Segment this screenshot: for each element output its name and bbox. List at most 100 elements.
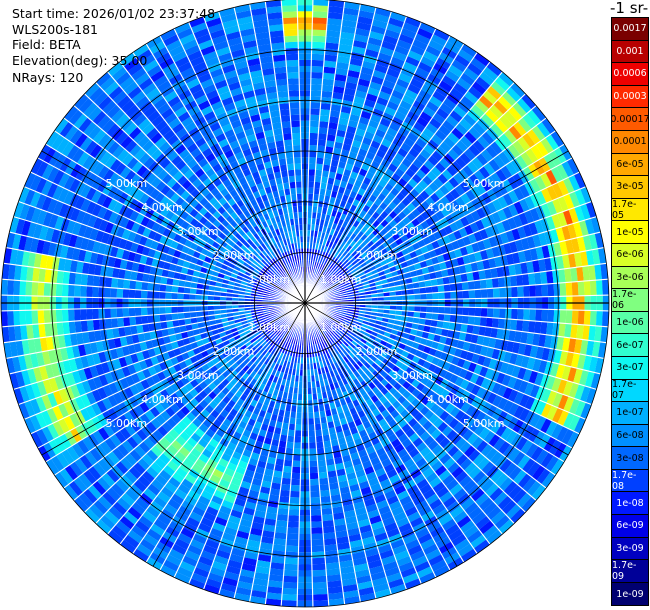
range-gate <box>342 321 349 327</box>
range-gate <box>379 46 395 57</box>
range-gate <box>471 436 484 450</box>
range-gate <box>319 489 331 497</box>
range-gate <box>541 471 556 489</box>
range-gate <box>401 172 412 183</box>
range-gate <box>472 122 486 136</box>
range-gate <box>520 262 529 275</box>
range-gate <box>323 195 331 203</box>
range-gate <box>453 229 463 241</box>
range-gate <box>135 315 143 326</box>
range-gate <box>396 39 413 51</box>
range-gate <box>536 121 551 138</box>
range-gate <box>585 249 595 266</box>
range-gate <box>483 162 496 176</box>
range-gate <box>595 310 603 327</box>
range-gate <box>430 278 438 287</box>
range-gate <box>365 297 372 302</box>
range-gate <box>355 334 363 341</box>
range-gate <box>492 394 503 408</box>
range-gate <box>480 307 488 318</box>
range-gate <box>459 349 469 360</box>
range-gate <box>348 321 356 327</box>
range-gate <box>292 460 301 468</box>
range-gate <box>352 220 361 228</box>
range-gate <box>447 148 460 161</box>
range-gate <box>511 365 521 379</box>
range-gate <box>367 165 378 175</box>
range-gate <box>513 405 525 420</box>
range-gate <box>310 509 322 516</box>
range-gate <box>479 345 489 357</box>
range-gate <box>517 473 532 489</box>
range-gate <box>337 161 347 169</box>
range-gate <box>562 177 575 194</box>
range-gate <box>353 252 361 260</box>
range-gate <box>339 290 347 295</box>
range-gate <box>492 307 500 319</box>
range-gate <box>534 372 545 387</box>
range-gate <box>325 36 340 44</box>
range-gate <box>104 287 112 298</box>
range-gate <box>562 337 571 352</box>
range-gate <box>460 192 471 205</box>
range-gate <box>354 90 368 99</box>
range-gate <box>322 318 329 324</box>
range-gate <box>365 258 373 265</box>
range-gate <box>333 323 341 329</box>
range-gate <box>522 273 530 286</box>
range-gate <box>310 224 316 231</box>
range-gate <box>494 137 508 152</box>
range-gate <box>404 167 416 179</box>
range-gate <box>540 172 552 188</box>
range-gate <box>574 252 583 268</box>
range-gate <box>447 232 457 243</box>
range-gate <box>394 285 402 292</box>
range-gate <box>497 440 511 455</box>
range-gate <box>320 501 332 510</box>
range-gate <box>366 42 381 53</box>
range-gate <box>284 551 299 559</box>
range-gate <box>344 163 354 172</box>
range-gate <box>357 350 366 358</box>
range-gate <box>447 64 464 78</box>
range-gate <box>540 452 554 469</box>
range-gate <box>425 100 440 113</box>
range-gate <box>523 343 533 357</box>
range-gate <box>531 125 546 142</box>
range-gate <box>524 195 536 210</box>
range-gate <box>393 110 407 122</box>
range-gate <box>545 169 558 186</box>
range-gate <box>278 501 290 510</box>
range-gate <box>562 254 571 269</box>
range-gate <box>356 238 364 246</box>
range-gate <box>355 128 366 137</box>
range-gate <box>416 27 434 40</box>
range-gate <box>497 208 508 222</box>
range-gate <box>388 95 402 106</box>
range-gate <box>524 396 536 411</box>
range-gate <box>578 220 589 237</box>
range-gate <box>315 262 320 269</box>
range-gate <box>332 314 339 319</box>
range-gate <box>328 279 334 285</box>
range-gate <box>534 415 547 431</box>
range-gate <box>387 17 405 28</box>
range-gate <box>423 159 435 171</box>
range-gate <box>475 76 491 91</box>
range-gate <box>310 84 323 91</box>
range-gate <box>438 124 452 137</box>
range-gate <box>332 229 340 238</box>
range-gate <box>122 307 130 318</box>
range-gate <box>468 289 476 299</box>
range-gate <box>552 392 563 408</box>
range-gate <box>343 319 350 324</box>
range-gate <box>532 333 541 347</box>
range-gate <box>529 207 540 222</box>
range-gate <box>311 53 325 61</box>
range-gate <box>334 172 343 181</box>
range-gate <box>425 45 442 58</box>
range-gate <box>465 404 477 417</box>
range-gate <box>309 472 319 480</box>
range-gate <box>497 276 506 288</box>
range-gate <box>541 117 556 135</box>
